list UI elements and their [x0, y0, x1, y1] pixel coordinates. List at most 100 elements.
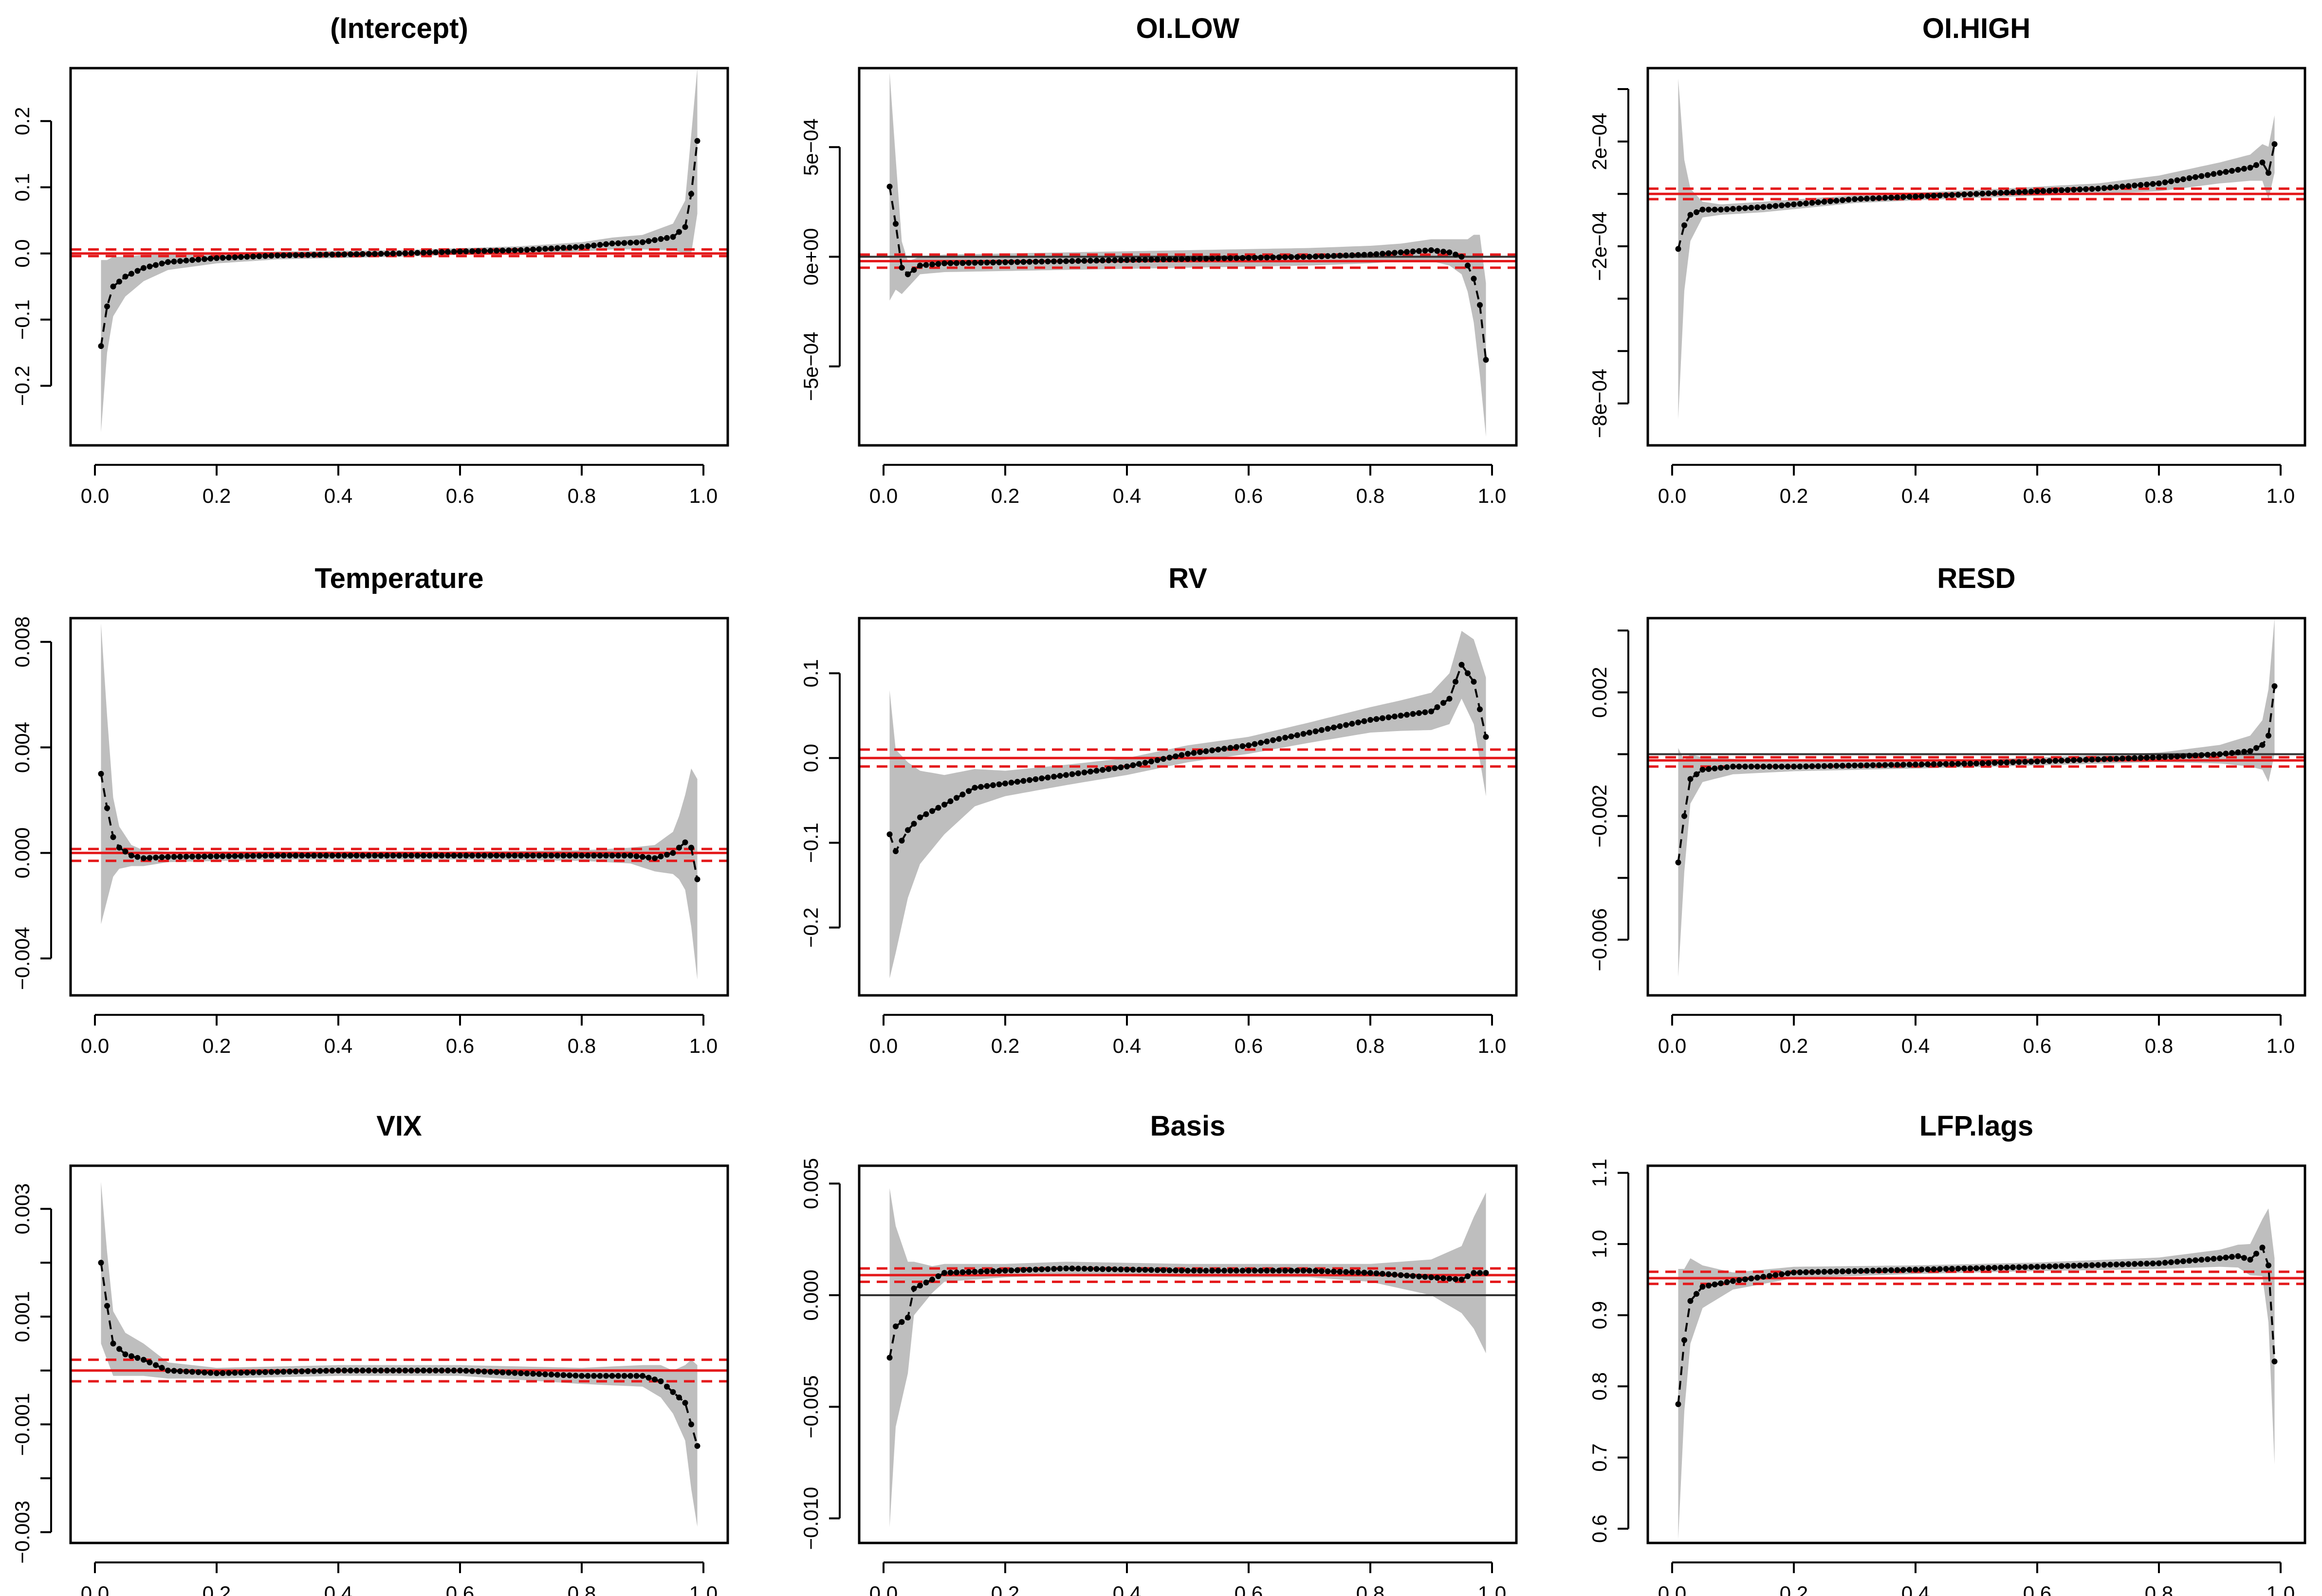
- coefficient-point: [1221, 255, 1227, 261]
- x-tick-label: 0.4: [324, 484, 352, 507]
- coefficient-point: [572, 244, 579, 250]
- coefficient-point: [591, 1373, 597, 1379]
- coefficient-point: [2253, 162, 2259, 168]
- coefficient-point: [2156, 754, 2162, 760]
- coefficient-point: [1748, 204, 1754, 211]
- coefficient-point: [1367, 716, 1373, 723]
- coefficient-point: [451, 249, 457, 255]
- coefficient-point: [353, 1367, 360, 1374]
- coefficient-point: [893, 848, 899, 854]
- coefficient-point: [1349, 720, 1355, 727]
- coefficient-point: [1252, 255, 1258, 261]
- plot-area: [859, 631, 1516, 979]
- coefficient-point: [1051, 773, 1057, 780]
- x-tick-label: 1.0: [1478, 484, 1506, 507]
- y-tick-label: 0.1: [11, 173, 34, 202]
- coefficient-point: [378, 852, 384, 859]
- coefficient-point: [2229, 167, 2235, 174]
- x-axis: 0.0 0.2 0.4 0.6 0.8 1.0: [869, 1561, 1506, 1596]
- coefficient-point: [2217, 1255, 2223, 1262]
- coefficient-point: [2229, 1254, 2235, 1260]
- panel-title: (Intercept): [330, 13, 468, 44]
- coefficient-point: [1453, 1276, 1458, 1282]
- coefficient-point: [1937, 761, 1943, 767]
- coefficient-path: [888, 186, 1487, 360]
- coefficient-point: [1032, 776, 1039, 782]
- coefficient-point: [1215, 1267, 1221, 1274]
- coefficient-point: [232, 853, 238, 859]
- plot-frame: [69, 617, 729, 997]
- coefficient-point: [341, 1367, 348, 1374]
- coefficient-point: [256, 853, 262, 859]
- coefficient-point: [1161, 756, 1166, 762]
- coefficient-point: [1063, 1265, 1069, 1271]
- coefficient-point: [579, 244, 585, 250]
- coefficient-point: [2235, 1253, 2241, 1259]
- x-tick-label: 0.0: [81, 484, 109, 507]
- coefficient-point: [129, 1353, 134, 1359]
- coefficient-point: [129, 271, 134, 277]
- coefficient-point: [1876, 762, 1882, 768]
- x-tick-label: 1.0: [1478, 1034, 1506, 1057]
- coefficient-point: [2034, 1264, 2040, 1270]
- coefficient-point: [293, 252, 299, 258]
- coefficient-point: [1039, 258, 1045, 265]
- coefficient-point: [1398, 1272, 1404, 1278]
- coefficient-point: [664, 1383, 670, 1390]
- coefficient-point: [2064, 757, 2071, 764]
- coefficient-point: [1833, 198, 1840, 204]
- coefficient-point: [959, 260, 966, 266]
- plot-frame: [69, 67, 729, 447]
- coefficient-point: [1809, 763, 1815, 770]
- coefficient-point: [1754, 763, 1760, 770]
- panel-oi-high: OI.HIGH 0.0 0.2 0.4 0.6 0.8 1.0 −8e−04 −2e−04 2e−…: [1588, 13, 2306, 507]
- coefficient-point: [2241, 1255, 2247, 1261]
- coefficient-point: [421, 852, 426, 859]
- coefficient-point: [1185, 256, 1191, 262]
- coefficient-point: [1833, 763, 1840, 769]
- coefficient-point: [1742, 763, 1748, 770]
- y-tick-label: −0.2: [799, 907, 822, 948]
- coefficient-point: [905, 271, 911, 277]
- coefficient-point: [959, 791, 966, 798]
- coefficient-point: [1845, 763, 1852, 769]
- coefficient-point: [2010, 189, 2016, 196]
- coefficient-point: [579, 852, 585, 859]
- coefficient-point: [2125, 755, 2132, 761]
- coefficient-point: [1797, 1269, 1803, 1276]
- coefficient-point: [463, 1368, 469, 1374]
- y-tick-label: −5e−04: [799, 332, 822, 402]
- coefficient-point: [560, 1372, 567, 1378]
- coefficient-point: [664, 235, 670, 241]
- coefficient-point: [110, 1340, 116, 1347]
- coefficient-point: [911, 821, 917, 827]
- coefficient-point: [615, 240, 621, 246]
- coefficient-point: [305, 1368, 311, 1375]
- coefficient-point: [494, 247, 499, 254]
- coefficient-point: [1337, 1268, 1343, 1275]
- coefficient-point: [603, 1373, 609, 1379]
- coefficient-point: [633, 239, 640, 246]
- x-tick-label: 0.4: [1901, 484, 1930, 507]
- coefficient-point: [1742, 205, 1748, 211]
- coefficient-point: [195, 853, 202, 860]
- x-tick-label: 0.4: [1113, 1034, 1141, 1057]
- coefficient-point: [1239, 1267, 1246, 1274]
- coefficient-point: [1020, 1267, 1027, 1273]
- coefficient-point: [1343, 1269, 1349, 1275]
- coefficient-point: [2119, 755, 2125, 762]
- x-tick-label: 0.2: [1780, 1034, 1808, 1057]
- coefficient-point: [1852, 1268, 1858, 1274]
- coefficient-point: [1100, 257, 1106, 264]
- x-tick-label: 0.0: [869, 484, 898, 507]
- coefficient-point: [250, 253, 256, 259]
- coefficient-point: [1797, 763, 1803, 770]
- coefficient-point: [2168, 753, 2174, 760]
- coefficient-point: [2198, 173, 2205, 179]
- coefficient-point: [390, 250, 396, 257]
- coefficient-point: [232, 254, 238, 260]
- coefficient-point: [1373, 716, 1380, 722]
- panel-resd: RESD 0.0 0.2 0.4 0.6 0.8 1.0 −0.006 −0.002 0.002: [1588, 563, 2306, 1057]
- coefficient-point: [1312, 254, 1319, 260]
- coefficient-point: [408, 1367, 414, 1374]
